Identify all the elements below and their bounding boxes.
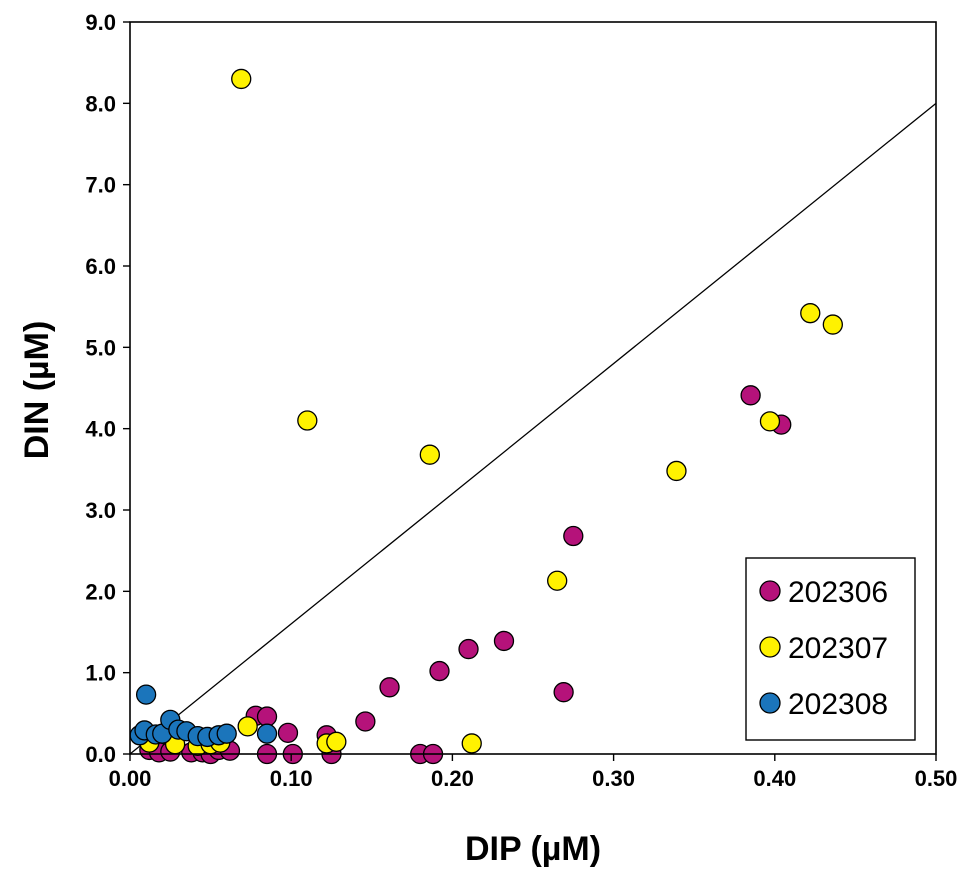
y-tick-label: 1.0: [85, 661, 116, 686]
data-point: [231, 68, 252, 90]
data-point: [563, 525, 584, 547]
x-tick-label: 0.00: [109, 766, 152, 791]
y-tick-label: 7.0: [85, 173, 116, 198]
data-point: [237, 716, 258, 737]
legend-marker: [759, 692, 781, 714]
data-point: [666, 460, 687, 482]
data-point: [429, 660, 450, 682]
data-point: [493, 630, 515, 652]
data-point: [547, 570, 568, 591]
data-point: [458, 638, 479, 660]
data-point: [419, 444, 440, 465]
data-point: [216, 723, 237, 744]
legend-label: 202307: [788, 632, 888, 665]
legend-label: 202308: [788, 688, 888, 721]
data-point: [740, 385, 761, 406]
data-point: [277, 722, 299, 744]
x-tick-label: 0.50: [915, 766, 958, 791]
x-tick-label: 0.20: [431, 766, 474, 791]
series-202307: [139, 68, 843, 757]
series-202306: [139, 385, 792, 765]
data-point: [355, 711, 376, 732]
y-tick-label: 4.0: [85, 417, 116, 442]
legend-marker: [759, 580, 781, 602]
data-point: [297, 410, 318, 431]
data-point: [135, 684, 157, 705]
y-tick-label: 8.0: [85, 91, 116, 116]
y-tick-label: 2.0: [85, 579, 116, 604]
data-point: [256, 706, 278, 727]
data-point: [461, 733, 482, 754]
legend-label: 202306: [788, 576, 888, 609]
data-point: [759, 411, 781, 432]
legend-marker: [759, 636, 781, 658]
data-point: [256, 723, 278, 744]
reference-line: [129, 102, 937, 755]
data-point: [553, 682, 574, 703]
data-point: [326, 731, 347, 752]
y-tick-label: 5.0: [85, 335, 116, 360]
plot-area-frame: [129, 21, 937, 755]
y-tick-label: 0.0: [85, 742, 116, 767]
x-tick-label: 0.40: [753, 766, 796, 791]
y-tick-label: 9.0: [85, 10, 116, 35]
data-point: [379, 677, 400, 698]
x-tick-label: 0.30: [592, 766, 635, 791]
y-tick-label: 3.0: [85, 498, 116, 523]
data-point: [800, 303, 821, 324]
y-tick-label: 6.0: [85, 254, 116, 279]
series-202308: [129, 684, 278, 748]
x-tick-label: 0.10: [270, 766, 313, 791]
data-point: [822, 314, 843, 335]
legend: 202306 202307 202308: [745, 557, 916, 741]
x-axis-title: DIP (µM): [465, 830, 601, 868]
y-axis-title: DIN (µM): [18, 321, 56, 460]
